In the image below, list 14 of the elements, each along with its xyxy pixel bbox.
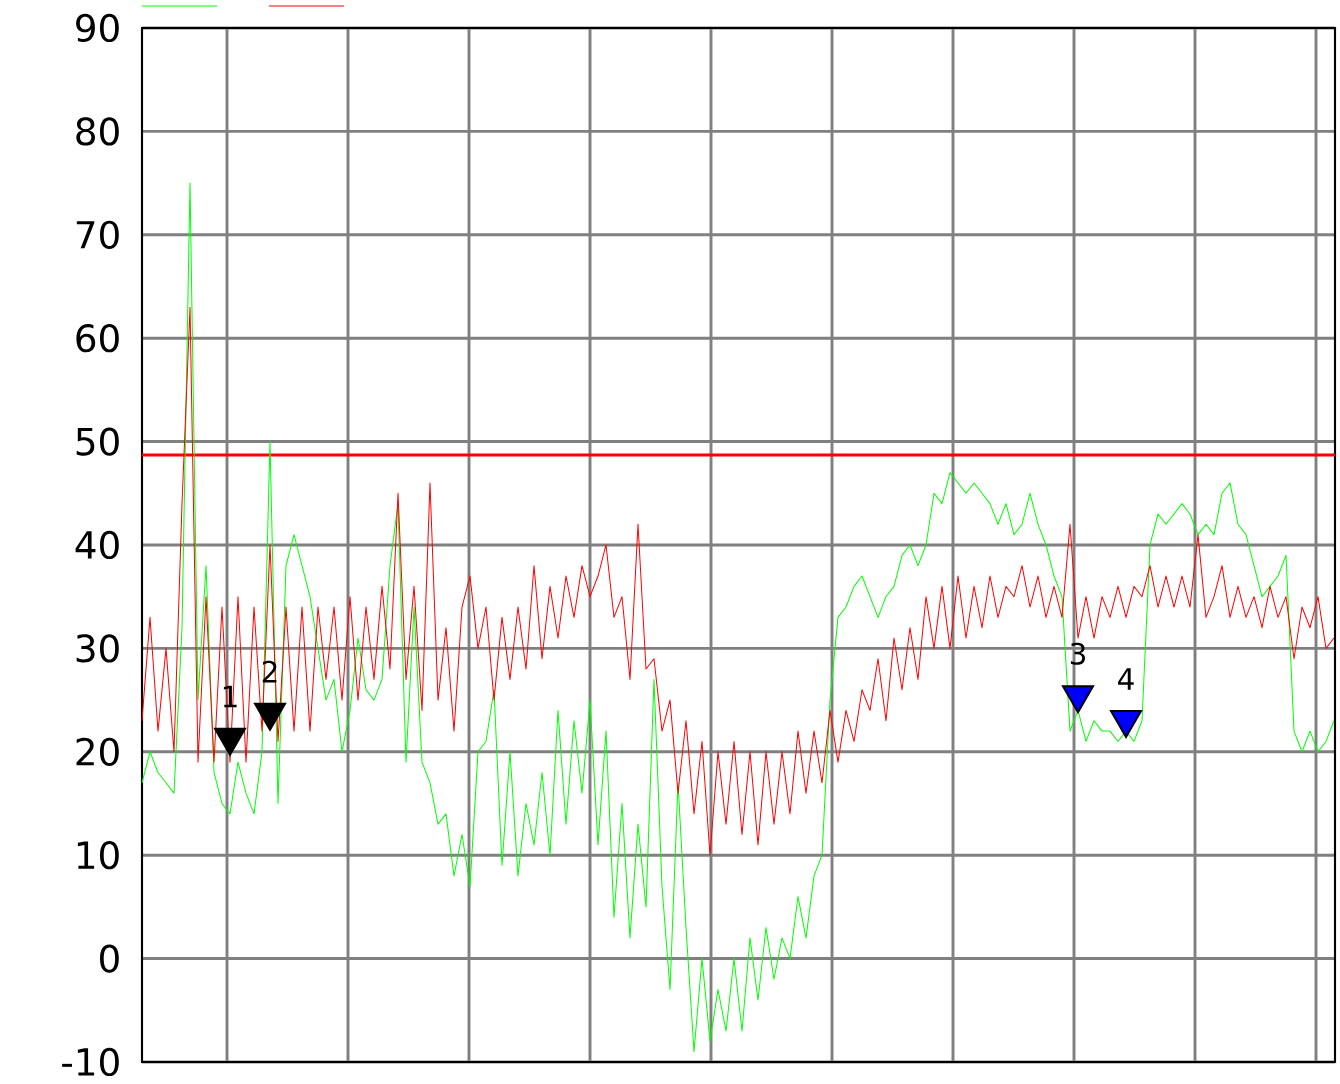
y-tick-label: 0	[100, 944, 119, 973]
annotation: 4	[1118, 668, 1134, 690]
y-tick-label: 30	[76, 634, 119, 663]
y-tick-label: 20	[76, 737, 119, 766]
y-tick-label: 70	[76, 220, 119, 249]
y-tick-label: 40	[75, 530, 119, 560]
y-tick-label: -10	[62, 1047, 119, 1077]
y-tick-label: 60	[76, 324, 119, 353]
y-tick-label: 10	[77, 841, 119, 870]
line-series	[141, 306, 1335, 856]
annotation: 3	[1070, 642, 1085, 665]
y-tick-label: 80	[76, 117, 119, 146]
y-tick-label: 90	[76, 13, 119, 43]
y-tick-label: 50	[76, 427, 119, 456]
